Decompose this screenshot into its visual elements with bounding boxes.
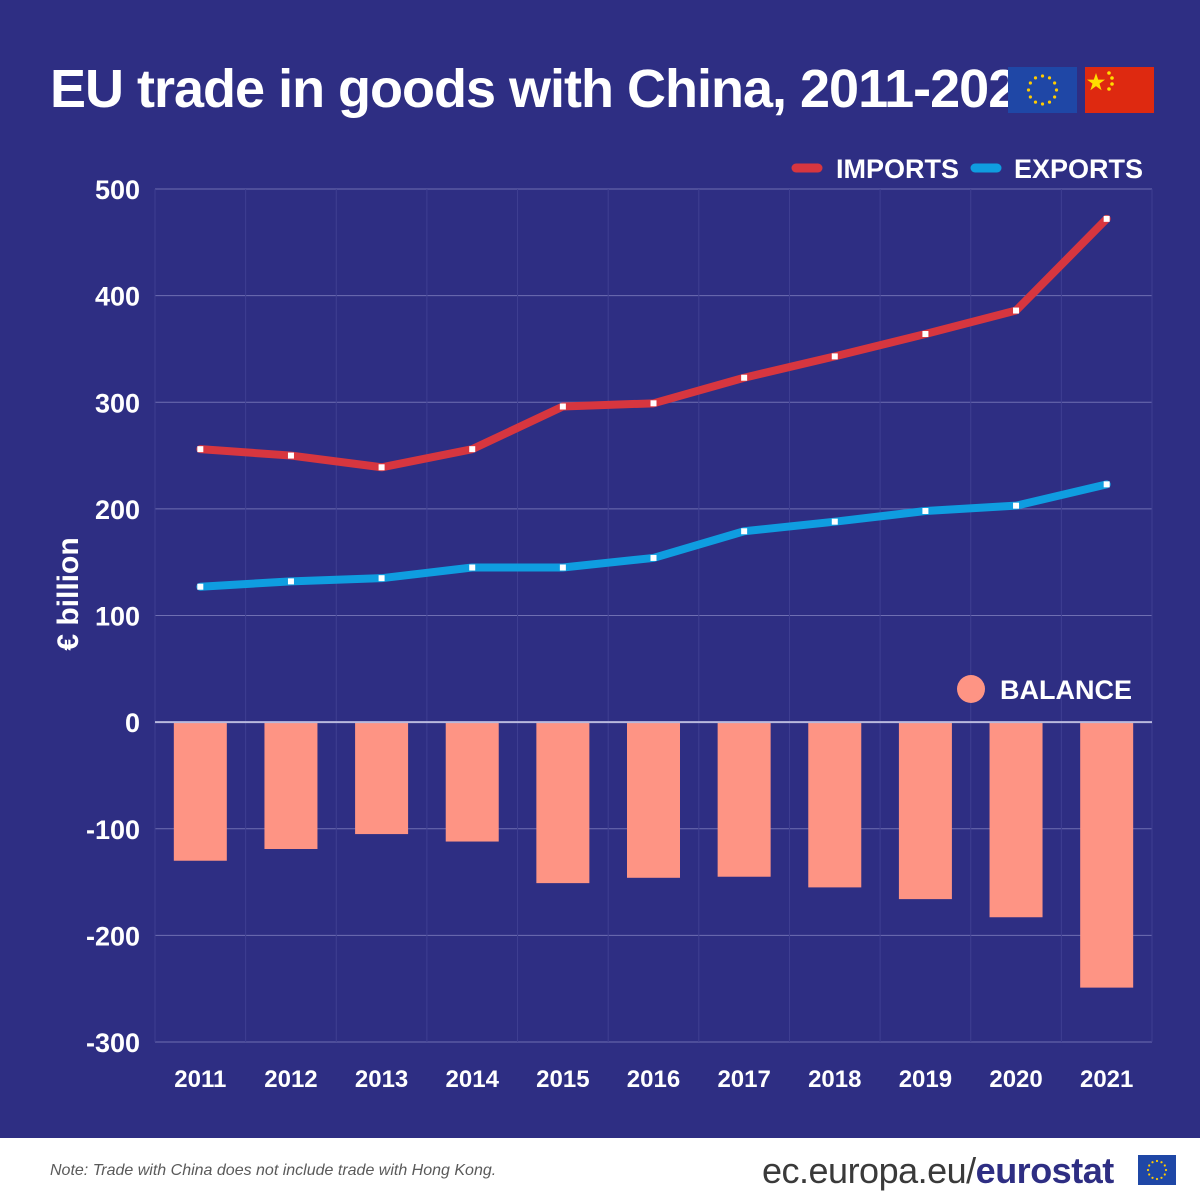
imports-point [741,374,748,381]
x-tick-label: 2020 [989,1066,1042,1093]
exports-point [559,564,566,571]
imports-point [559,403,566,410]
legend-exports-label: EXPORTS [1014,154,1143,184]
exports-point [469,564,476,571]
exports-point [922,508,929,515]
balance-bar [264,722,318,850]
imports-point [197,446,204,453]
balance-bar [989,722,1043,918]
balance-bar [536,722,590,884]
y-axis-label: € billion [52,537,85,650]
y-tick-label: -200 [86,921,140,951]
footer [0,1138,1200,1200]
y-tick-label: 200 [95,495,140,525]
chart: 500 400 300 200 100 0 -100 -200 -300 2011 2012 201… [52,154,1153,1093]
x-tick-label: 2021 [1080,1066,1133,1093]
site-prefix: ec.europa.eu/ [762,1150,976,1191]
imports-point [922,331,929,338]
eu-flag-icon [1138,1155,1176,1185]
balance-bar [355,722,409,835]
x-tick-label: 2015 [536,1066,589,1093]
y-tick-label: 500 [95,175,140,205]
eu-flag-icon [1008,67,1077,113]
balance-bar [445,722,499,842]
x-tick-label: 2018 [808,1066,861,1093]
china-flag-icon [1085,67,1154,113]
imports-point [469,446,476,453]
x-tick-label: 2012 [264,1066,317,1093]
y-tick-label: -300 [86,1028,140,1058]
legend-balance-label: BALANCE [1000,675,1132,705]
balance-bar [1080,722,1134,988]
y-tick-label: -100 [86,815,140,845]
imports-point [650,400,657,407]
exports-point [197,583,204,590]
balance-bar [627,722,680,878]
y-tick-label: 0 [125,708,140,738]
y-tick-label: 400 [95,282,140,312]
y-tick-label: 300 [95,388,140,418]
flags [1008,67,1154,113]
imports-point [1103,215,1110,222]
x-tick-label: 2017 [717,1066,770,1093]
exports-point [831,518,838,525]
exports-point [287,578,294,585]
balance-bar [898,722,952,900]
x-tick-label: 2016 [627,1066,680,1093]
legend-balance-swatch [957,675,985,703]
exports-point [650,554,657,561]
imports-point [287,452,294,459]
exports-point [1013,502,1020,509]
balance-bar [808,722,862,888]
balance-bar [717,722,771,877]
exports-point [741,528,748,535]
page-title: EU trade in goods with China, 2011-2021 [50,59,1047,119]
site-link[interactable]: ec.europa.eu/eurostat [762,1150,1114,1192]
imports-point [1013,307,1020,314]
footer-note: Note: Trade with China does not include … [50,1162,497,1179]
exports-point [1103,481,1110,488]
x-tick-label: 2019 [899,1066,952,1093]
imports-point [378,464,385,471]
imports-point [831,353,838,360]
y-tick-label: 100 [95,602,140,632]
x-tick-label: 2013 [355,1066,408,1093]
legend-imports-label: IMPORTS [836,154,959,184]
exports-point [378,575,385,582]
x-tick-label: 2014 [446,1066,500,1093]
site-brand: eurostat [975,1150,1115,1191]
x-tick-label: 2011 [174,1066,226,1093]
balance-bar [173,722,227,861]
chart-panel [0,0,1200,1138]
